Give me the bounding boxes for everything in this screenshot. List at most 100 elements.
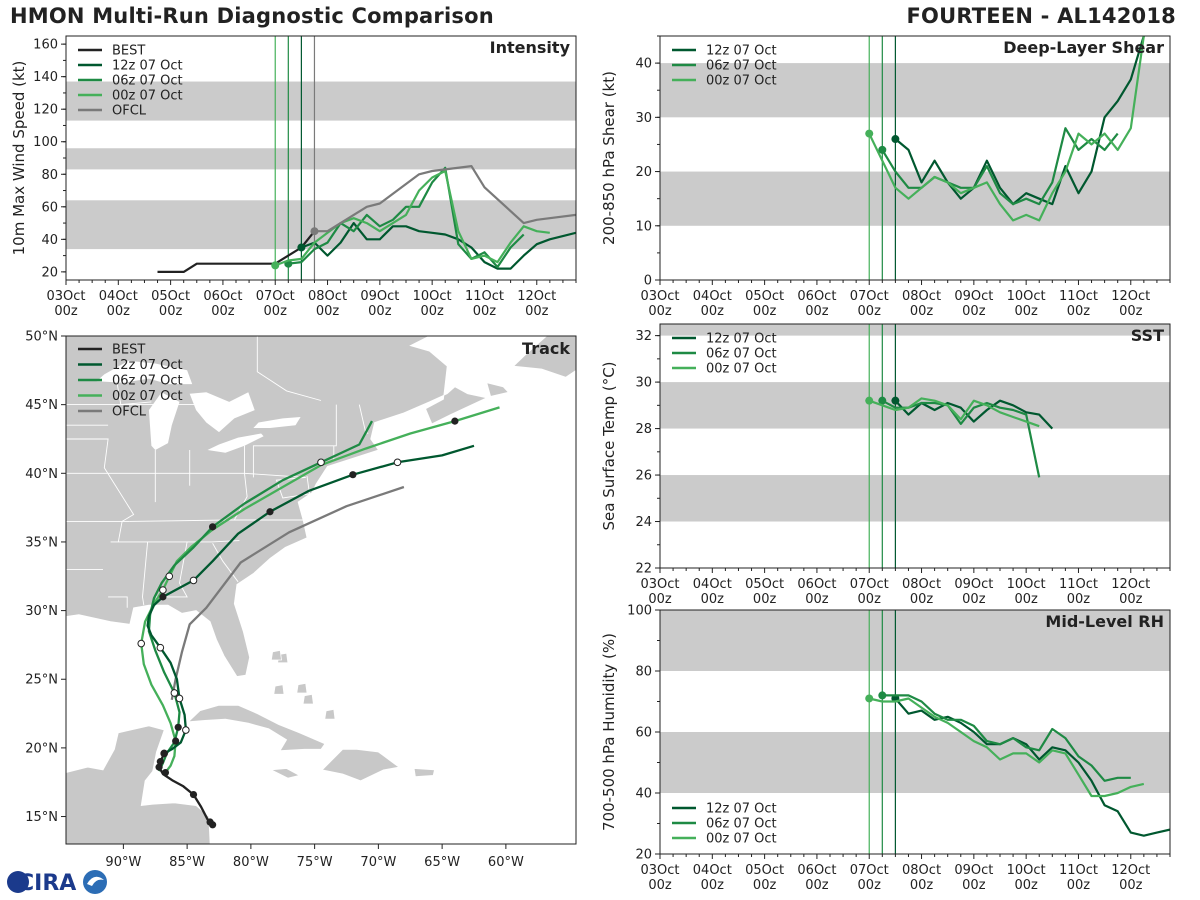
- track-xtick-label: 75°W: [297, 855, 333, 870]
- shear-marker-run06: [878, 145, 887, 154]
- track-ytick-label: 45°N: [25, 398, 58, 413]
- sst-xtick-hour: 00z: [753, 592, 777, 607]
- intensity-line-run12: [301, 222, 576, 270]
- land-bahamas: [270, 649, 282, 661]
- track-dot-run06: [174, 723, 182, 731]
- shear-xtick-day: 12Oct: [1111, 289, 1150, 304]
- shear-plot-area: [660, 36, 1170, 280]
- sst-ytick-label: 22: [635, 562, 652, 577]
- track-dot-best: [155, 763, 163, 771]
- intensity-ytick-label: 60: [41, 200, 58, 215]
- sst-xtick-hour: 00z: [910, 592, 934, 607]
- intensity-ytick-label: 160: [33, 38, 58, 53]
- province-border: [256, 336, 322, 401]
- track-dot-best: [160, 749, 168, 757]
- shear-xtick-hour: 00z: [753, 304, 777, 319]
- sst-ytick-label: 24: [635, 515, 652, 530]
- intensity-xtick-hour: 00z: [420, 304, 444, 319]
- intensity-xtick-hour: 00z: [473, 304, 497, 319]
- shear-ylabel: 200-850 hPa Shear (kt): [600, 71, 618, 245]
- intensity-xtick-day: 12Oct: [517, 289, 556, 304]
- track-open-dot-run00: [137, 639, 146, 648]
- intensity-xtick-hour: 00z: [159, 304, 183, 319]
- intensity-band: [66, 200, 576, 250]
- shear-marker-run00: [865, 129, 874, 138]
- shear-legend-label: 00z 07 Oct: [706, 74, 777, 89]
- sst-xtick-hour: 00z: [701, 592, 725, 607]
- state-border: [142, 541, 149, 606]
- rh-legend-label: 06z 07 Oct: [706, 817, 777, 832]
- rh-xtick-hour: 00z: [858, 878, 882, 893]
- intensity-ytick-label: 120: [33, 103, 58, 118]
- rh-legend-label: 12z 07 Oct: [706, 802, 777, 817]
- rh-xtick-hour: 00z: [1014, 878, 1038, 893]
- intensity-title: Intensity: [490, 38, 571, 57]
- state-border: [233, 445, 248, 521]
- sst-ytick-label: 30: [635, 376, 652, 391]
- sst-xtick-day: 04Oct: [693, 577, 732, 592]
- sst-legend-label: 12z 07 Oct: [706, 332, 777, 347]
- shear-line-run00: [868, 36, 1146, 222]
- intensity-xtick-hour: 00z: [316, 304, 340, 319]
- rh-plot-area: [660, 610, 1170, 854]
- track-xtick-label: 65°W: [424, 855, 460, 870]
- intensity-ytick-label: 40: [41, 233, 58, 248]
- intensity-xtick-hour: 00z: [368, 304, 392, 319]
- shear-legend-label: 06z 07 Oct: [706, 59, 777, 74]
- intensity-ytick-label: 80: [41, 168, 58, 183]
- track-open-dot-run12: [189, 576, 198, 585]
- shear-legend-label: 12z 07 Oct: [706, 44, 777, 59]
- track-dot-best: [206, 818, 214, 826]
- track-ytick-label: 25°N: [25, 673, 58, 688]
- swirl-mark-icon: [87, 876, 104, 886]
- sst-title: SST: [1131, 326, 1164, 345]
- sst-xtick-hour: 00z: [1119, 592, 1143, 607]
- track-dot-run12: [159, 593, 167, 601]
- shear-ytick-label: 0: [644, 274, 652, 289]
- intensity-legend-label: BEST: [112, 44, 145, 59]
- rh-line-run06: [882, 694, 1131, 782]
- track-line-ofcl: [170, 485, 405, 701]
- rh-xtick-hour: 00z: [910, 878, 934, 893]
- sst-xtick-day: 11Oct: [1059, 577, 1098, 592]
- shear-xtick-hour: 00z: [701, 304, 725, 319]
- intensity-xtick-day: 10Oct: [413, 289, 452, 304]
- sst-ytick-label: 32: [635, 329, 652, 344]
- shear-xtick-day: 11Oct: [1059, 289, 1098, 304]
- sst-panel: 22242628303203Oct00z04Oct00z05Oct00z06Oc…: [600, 323, 1171, 607]
- sst-xtick-day: 03Oct: [640, 577, 679, 592]
- rh-ytick-label: 100: [627, 604, 652, 619]
- intensity-xtick-hour: 00z: [211, 304, 235, 319]
- track-legend-label: 12z 07 Oct: [112, 358, 183, 373]
- track-dot-best: [156, 758, 164, 766]
- sst-xtick-day: 07Oct: [850, 577, 889, 592]
- intensity-xtick-hour: 00z: [54, 304, 78, 319]
- track-dot-run00: [451, 417, 459, 425]
- track-panel: 15°N 20°N 25°N 30°N 35°N 40°N 45°N 50°N 90°W 85°W…: [25, 330, 577, 870]
- sst-ytick-label: 28: [635, 422, 652, 437]
- intensity-ytick-label: 20: [41, 265, 58, 280]
- intensity-marker-run12: [297, 243, 306, 252]
- sst-legend-label: 06z 07 Oct: [706, 347, 777, 362]
- rh-xtick-hour: 00z: [962, 878, 986, 893]
- track-xtick-label: 70°W: [360, 855, 396, 870]
- shear-xtick-day: 04Oct: [693, 289, 732, 304]
- rh-xtick-day: 07Oct: [850, 863, 889, 878]
- intensity-line-ofcl: [314, 165, 576, 233]
- shear-xtick-hour: 00z: [910, 304, 934, 319]
- intensity-xtick-hour: 00z: [264, 304, 288, 319]
- track-legend-label: OFCL: [112, 405, 147, 420]
- lake-huron: [189, 392, 255, 433]
- sst-band: [660, 475, 1170, 522]
- sst-xtick-hour: 00z: [962, 592, 986, 607]
- track-dot-run12: [349, 471, 357, 479]
- track-xtick-label: 80°W: [233, 855, 269, 870]
- shear-title: Deep-Layer Shear: [1003, 38, 1164, 57]
- land-cape-breton: [486, 382, 510, 397]
- shear-ytick-label: 40: [635, 57, 652, 72]
- track-open-dot-run06: [170, 689, 179, 697]
- intensity-ytick-label: 140: [33, 70, 58, 85]
- shear-ytick-label: 10: [635, 219, 652, 234]
- shear-xtick-hour: 00z: [1067, 304, 1091, 319]
